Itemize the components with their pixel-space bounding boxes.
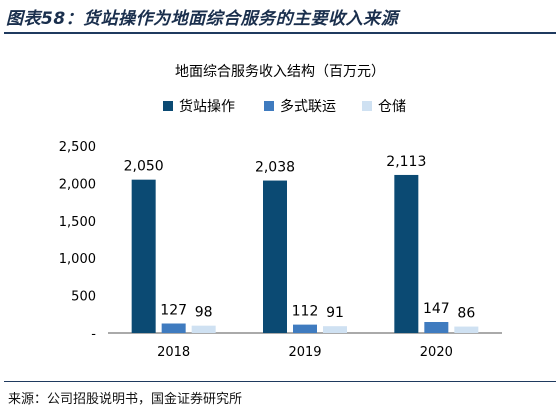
figure-title: 图表58：货站操作为地面综合服务的主要收入来源 [6,9,399,29]
bar [191,325,216,333]
source-rule [4,381,556,382]
chart-title: 地面综合服务收入结构（百万元） [175,64,385,80]
y-tick-label: 2,000 [59,177,96,192]
bar-value-label: 2,050 [124,159,164,175]
legend-swatch [264,101,274,111]
legend-label: 多式联运 [280,98,336,115]
bar [161,323,186,333]
bar [293,324,317,333]
bars: 2,050 127 98 2,038 112 91 2,113 147 86 [124,154,479,333]
bar-value-label: 147 [423,301,450,317]
x-tick-label: 2018 [157,345,190,360]
legend-swatch [163,101,173,111]
bar [131,179,156,333]
bar-value-label: 127 [160,303,187,319]
x-axis-labels: 2018 2019 2020 [157,345,453,360]
legend-label: 货站操作 [179,98,235,115]
title-rule [4,32,556,34]
y-tick-label: 1,000 [59,252,96,267]
bar-value-label: 86 [457,306,475,322]
x-tick-label: 2020 [420,345,453,360]
source-note: 来源：公司招股说明书，国金证券研究所 [8,392,243,407]
y-tick-label: 1,500 [59,215,96,230]
bar [323,326,347,333]
y-tick-label: 2,500 [59,140,96,155]
bar [263,180,287,333]
legend: 货站操作 多式联运 仓储 [163,98,406,115]
y-tick-label: 500 [71,290,96,305]
legend-swatch [362,101,372,111]
bar-value-label: 98 [195,305,213,321]
bar-value-label: 112 [292,304,319,320]
bar [454,326,479,333]
bar [394,174,419,333]
bar [424,322,449,333]
x-tick-label: 2019 [288,345,321,360]
bar-value-label: 2,038 [255,160,295,176]
bar-value-label: 2,113 [386,154,426,170]
legend-label: 仓储 [378,99,406,115]
y-axis: - 500 1,000 1,500 2,000 2,500 [59,140,97,342]
bar-value-label: 91 [326,305,344,321]
bar-chart: 地面综合服务收入结构（百万元） 货站操作 多式联运 仓储 - 500 1,000 1,50… [59,64,502,360]
y-tick-label: - [91,327,96,342]
